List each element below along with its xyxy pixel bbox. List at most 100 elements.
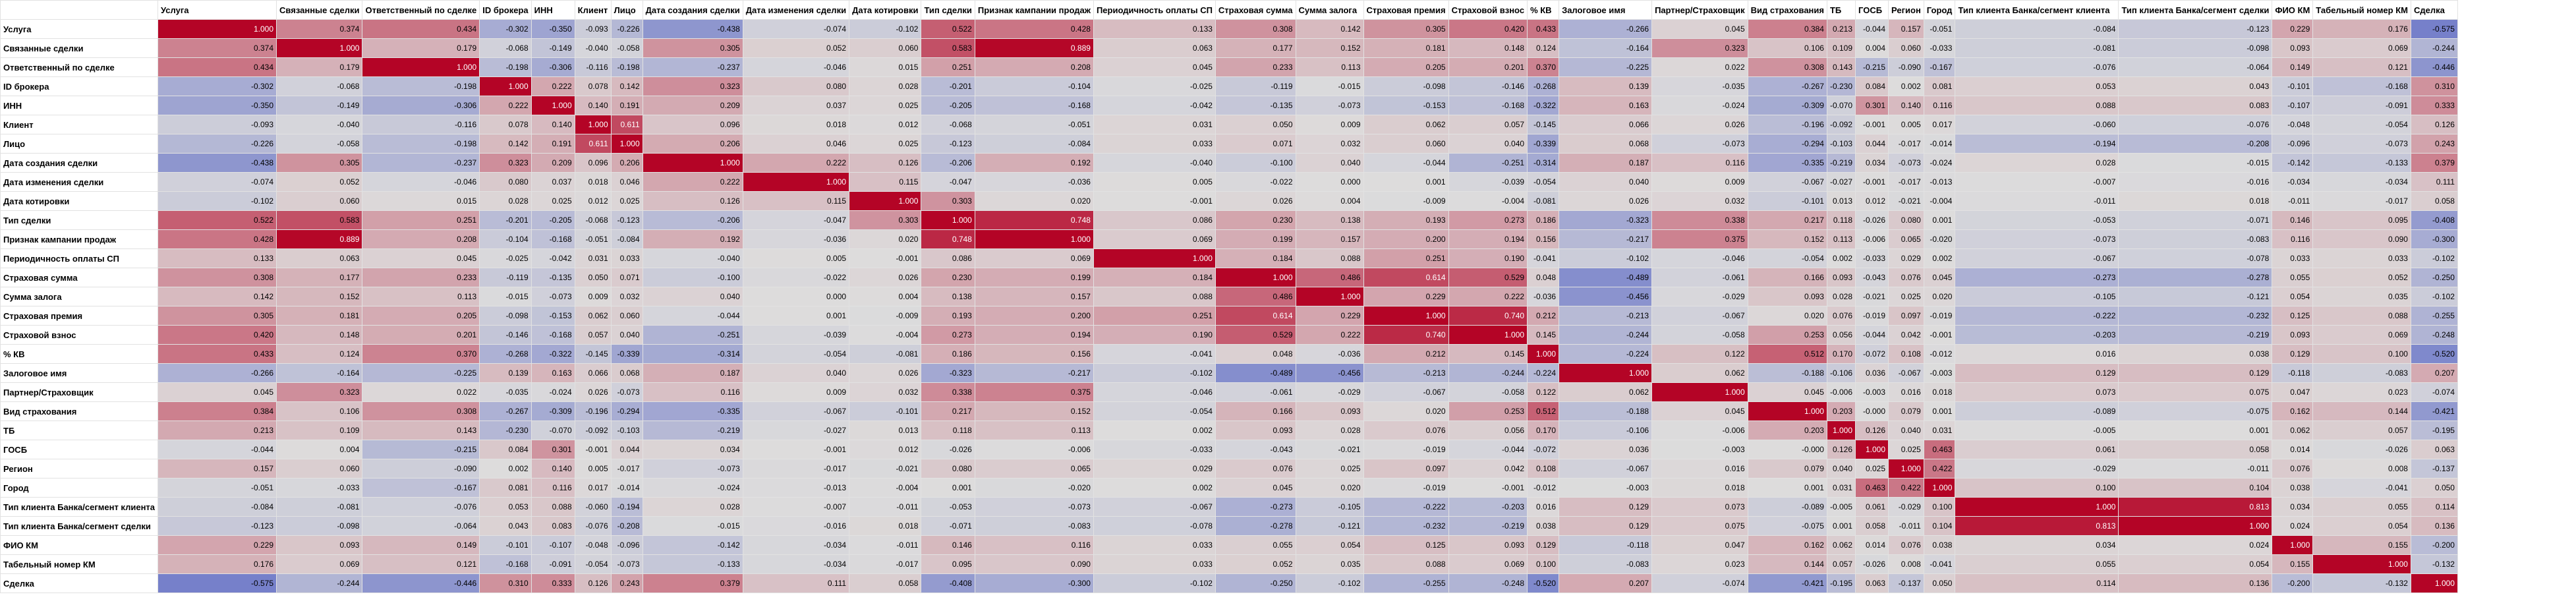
correlation-cell[interactable]: 0.126: [1826, 440, 1856, 459]
correlation-cell[interactable]: 0.155: [2272, 554, 2314, 574]
column-header[interactable]: ТБ: [1826, 0, 1856, 20]
correlation-cell[interactable]: 0.050: [1215, 115, 1296, 134]
correlation-cell[interactable]: 0.001: [1747, 478, 1827, 498]
correlation-cell[interactable]: -0.323: [1559, 210, 1653, 230]
correlation-cell[interactable]: -0.039: [742, 325, 850, 345]
correlation-cell[interactable]: -0.068: [479, 38, 532, 58]
correlation-cell[interactable]: -0.004: [1923, 191, 1956, 211]
correlation-cell[interactable]: 0.433: [1527, 19, 1560, 39]
correlation-cell[interactable]: 1.000: [362, 57, 480, 77]
correlation-cell[interactable]: -0.244: [2410, 38, 2458, 58]
correlation-cell[interactable]: -0.001: [1448, 478, 1528, 498]
correlation-cell[interactable]: -0.006: [974, 440, 1094, 459]
correlation-cell[interactable]: -0.014: [1923, 134, 1956, 154]
correlation-cell[interactable]: -0.208: [610, 516, 643, 536]
correlation-cell[interactable]: -0.034: [2312, 172, 2411, 192]
correlation-cell[interactable]: -0.215: [362, 440, 480, 459]
correlation-cell[interactable]: 0.036: [1855, 363, 1889, 383]
correlation-cell[interactable]: -0.024: [642, 478, 743, 498]
correlation-cell[interactable]: -0.071: [921, 516, 975, 536]
correlation-cell[interactable]: -0.001: [1923, 325, 1956, 345]
correlation-cell[interactable]: 0.512: [1747, 344, 1827, 364]
correlation-cell[interactable]: -0.041: [1527, 248, 1560, 268]
correlation-cell[interactable]: -0.195: [1826, 573, 1856, 593]
correlation-cell[interactable]: -0.106: [1559, 420, 1653, 440]
column-header[interactable]: Связанные сделки: [276, 0, 363, 20]
correlation-cell[interactable]: 1.000: [1295, 287, 1364, 306]
correlation-cell[interactable]: 0.001: [742, 306, 850, 326]
correlation-cell[interactable]: 0.233: [362, 268, 480, 287]
correlation-cell[interactable]: -0.011: [849, 497, 922, 517]
correlation-cell[interactable]: -0.339: [1527, 134, 1560, 154]
correlation-cell[interactable]: -0.456: [1295, 363, 1364, 383]
correlation-cell[interactable]: -0.004: [1448, 191, 1528, 211]
correlation-cell[interactable]: 0.139: [1559, 76, 1653, 96]
correlation-cell[interactable]: -0.106: [1826, 363, 1856, 383]
correlation-cell[interactable]: -0.026: [1855, 210, 1889, 230]
correlation-cell[interactable]: 0.338: [921, 382, 975, 402]
correlation-cell[interactable]: -0.096: [610, 535, 643, 555]
correlation-cell[interactable]: 0.075: [2118, 382, 2273, 402]
correlation-cell[interactable]: -0.073: [530, 287, 575, 306]
correlation-cell[interactable]: 0.016: [1888, 382, 1924, 402]
correlation-cell[interactable]: 0.054: [1295, 535, 1364, 555]
correlation-cell[interactable]: 0.142: [1295, 19, 1364, 39]
correlation-cell[interactable]: 0.229: [2272, 19, 2314, 39]
correlation-cell[interactable]: -0.084: [974, 134, 1094, 154]
correlation-cell[interactable]: -0.278: [2118, 268, 2273, 287]
correlation-cell[interactable]: 0.078: [479, 115, 532, 134]
correlation-cell[interactable]: 0.020: [1747, 306, 1827, 326]
correlation-cell[interactable]: 0.000: [742, 287, 850, 306]
correlation-cell[interactable]: -0.054: [1093, 401, 1216, 421]
correlation-cell[interactable]: -0.133: [2312, 153, 2411, 173]
correlation-cell[interactable]: -0.306: [362, 96, 480, 115]
correlation-cell[interactable]: 0.229: [157, 535, 277, 555]
correlation-cell[interactable]: 0.152: [1747, 229, 1827, 249]
correlation-cell[interactable]: -0.047: [742, 210, 850, 230]
correlation-cell[interactable]: 0.251: [1093, 306, 1216, 326]
correlation-cell[interactable]: 0.176: [2312, 19, 2411, 39]
correlation-cell[interactable]: 0.121: [362, 554, 480, 574]
correlation-cell[interactable]: -0.123: [157, 516, 277, 536]
correlation-cell[interactable]: 0.113: [1295, 57, 1364, 77]
correlation-cell[interactable]: 0.187: [1559, 153, 1653, 173]
column-header[interactable]: Дата котировки: [849, 0, 922, 20]
correlation-cell[interactable]: 0.251: [921, 57, 975, 77]
correlation-cell[interactable]: 0.146: [921, 535, 975, 555]
correlation-cell[interactable]: 0.079: [1888, 401, 1924, 421]
correlation-cell[interactable]: -0.098: [479, 306, 532, 326]
correlation-cell[interactable]: 1.000: [921, 210, 975, 230]
correlation-cell[interactable]: 0.212: [1363, 344, 1449, 364]
correlation-cell[interactable]: 0.208: [974, 57, 1094, 77]
correlation-cell[interactable]: 0.422: [1923, 459, 1956, 478]
correlation-cell[interactable]: -0.116: [574, 57, 612, 77]
correlation-cell[interactable]: 0.323: [479, 153, 532, 173]
correlation-cell[interactable]: 0.124: [276, 344, 363, 364]
correlation-cell[interactable]: 0.184: [1093, 268, 1216, 287]
row-header[interactable]: Залоговое имя: [0, 363, 159, 383]
correlation-cell[interactable]: -0.232: [1363, 516, 1449, 536]
correlation-cell[interactable]: -0.273: [1215, 497, 1296, 517]
correlation-cell[interactable]: 0.108: [1527, 459, 1560, 478]
correlation-cell[interactable]: 0.186: [921, 344, 975, 364]
correlation-cell[interactable]: 0.093: [2272, 38, 2314, 58]
correlation-cell[interactable]: 1.000: [479, 76, 532, 96]
correlation-cell[interactable]: 0.025: [610, 191, 643, 211]
correlation-cell[interactable]: 0.142: [610, 76, 643, 96]
correlation-cell[interactable]: 0.029: [1888, 248, 1924, 268]
correlation-cell[interactable]: 0.033: [1093, 134, 1216, 154]
correlation-cell[interactable]: -0.017: [610, 459, 643, 478]
correlation-cell[interactable]: 0.058: [1855, 516, 1889, 536]
correlation-cell[interactable]: 1.000: [1651, 382, 1748, 402]
correlation-cell[interactable]: 0.199: [974, 268, 1094, 287]
correlation-cell[interactable]: -0.004: [849, 478, 922, 498]
correlation-cell[interactable]: -0.036: [1527, 287, 1560, 306]
correlation-cell[interactable]: 0.748: [921, 229, 975, 249]
correlation-cell[interactable]: 0.040: [1448, 134, 1528, 154]
correlation-cell[interactable]: 0.038: [1923, 535, 1956, 555]
correlation-cell[interactable]: 0.063: [1855, 573, 1889, 593]
correlation-cell[interactable]: -0.006: [1651, 420, 1748, 440]
correlation-cell[interactable]: 0.076: [1888, 268, 1924, 287]
correlation-cell[interactable]: 0.129: [1559, 516, 1653, 536]
correlation-cell[interactable]: 0.301: [1855, 96, 1889, 115]
